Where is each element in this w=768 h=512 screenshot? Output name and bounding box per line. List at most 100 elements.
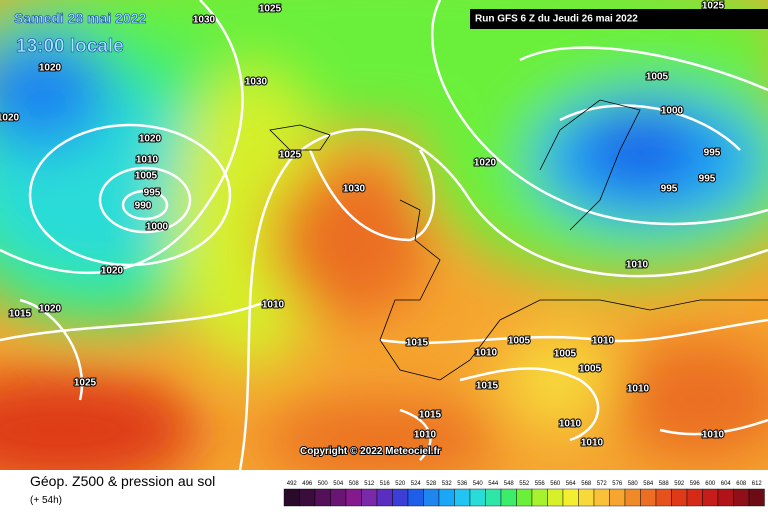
colorbar-label: 528 xyxy=(426,481,437,487)
isobar-label: 1010 xyxy=(414,430,437,441)
colorbar-label: 604 xyxy=(721,481,732,487)
colorbar-label: 576 xyxy=(612,481,623,487)
colorbar-swatch xyxy=(686,488,703,507)
colorbar-swatch xyxy=(640,488,657,507)
isobar-label: 1030 xyxy=(245,77,268,88)
colorbar-label: 540 xyxy=(473,481,484,487)
colorbar-label: 536 xyxy=(457,481,468,487)
colorbar-label: 524 xyxy=(411,481,422,487)
isobar-label: 1010 xyxy=(592,336,615,347)
isobar-label: 1020 xyxy=(0,113,20,124)
isobar-label: 1015 xyxy=(9,309,32,320)
isobar-label: 1010 xyxy=(136,155,159,166)
colorbar-swatch xyxy=(345,488,362,507)
colorbar-swatch xyxy=(469,488,486,507)
colorbar-label: 508 xyxy=(349,481,360,487)
colorbar-label: 492 xyxy=(287,481,298,487)
isobar-label: 1020 xyxy=(39,304,62,315)
colorbar-swatch xyxy=(609,488,626,507)
run-box xyxy=(470,9,768,29)
isobar-label: 1020 xyxy=(139,134,162,145)
isobar-label: 1015 xyxy=(419,410,442,421)
isobar-label: 1000 xyxy=(661,106,684,117)
colorbar-label: 520 xyxy=(395,481,406,487)
colorbar-label: 516 xyxy=(380,481,391,487)
field xyxy=(0,0,768,470)
isobar-label: 1025 xyxy=(702,1,725,12)
isobar-label: 1005 xyxy=(646,72,669,83)
run-label: Run GFS 6 Z du Jeudi 26 mai 2022 xyxy=(475,14,638,25)
colorbar-swatch xyxy=(717,488,734,507)
colorbar-label: 612 xyxy=(752,481,763,487)
colorbar-swatch xyxy=(361,488,378,507)
isobar-label: 990 xyxy=(135,201,152,212)
colorbar-swatch xyxy=(407,488,424,507)
colorbar-swatch xyxy=(578,488,595,507)
colorbar-swatch xyxy=(671,488,688,507)
colorbar-label: 580 xyxy=(628,481,639,487)
colorbar-label: 568 xyxy=(581,481,592,487)
isobar-label: 1010 xyxy=(702,430,725,441)
isobar-label: 1010 xyxy=(627,384,650,395)
colorbar-swatch xyxy=(330,488,347,507)
isobar-label: 1010 xyxy=(475,348,498,359)
isobar-label: 1025 xyxy=(259,4,282,15)
colorbar-swatch xyxy=(376,488,393,507)
date-label: Samedi 28 mai 2022 xyxy=(14,10,147,26)
colorbar-swatch xyxy=(438,488,455,507)
footer-title: Géop. Z500 & pression au sol xyxy=(30,473,215,489)
colorbar-label: 544 xyxy=(488,481,499,487)
isobar-label: 1010 xyxy=(559,419,582,430)
isobar-label: 1005 xyxy=(554,349,577,360)
isobar-label: 1010 xyxy=(262,300,285,311)
colorbar-swatch xyxy=(454,488,471,507)
isobar-label: 1020 xyxy=(474,158,497,169)
colorbar-swatch xyxy=(423,488,440,507)
colorbar-swatch xyxy=(516,488,533,507)
colorbar-label: 564 xyxy=(566,481,577,487)
isobar-label: 1030 xyxy=(193,15,216,26)
colorbar-label: 608 xyxy=(736,481,747,487)
isobar-label: 1020 xyxy=(101,266,124,277)
colorbar-label: 532 xyxy=(442,481,453,487)
colorbar-label: 584 xyxy=(643,481,654,487)
colorbar-swatch xyxy=(593,488,610,507)
isobar-label: 995 xyxy=(704,148,721,159)
colorbar-label: 552 xyxy=(519,481,530,487)
colorbar-swatch xyxy=(547,488,564,507)
colorbar-swatch xyxy=(485,488,502,507)
colorbar-swatch xyxy=(624,488,641,507)
colorbar-label: 512 xyxy=(364,481,375,487)
isobar-label: 1005 xyxy=(135,171,158,182)
isobar-label: 1020 xyxy=(39,63,62,74)
colorbar-label: 500 xyxy=(318,481,329,487)
colorbar-swatch xyxy=(392,488,409,507)
isobar-label: 1010 xyxy=(581,438,604,449)
isobar-label: 1025 xyxy=(74,378,97,389)
copyright: Copyright © 2022 Meteociel.fr xyxy=(300,446,441,457)
colorbar-swatch xyxy=(702,488,719,507)
colorbar-swatch xyxy=(531,488,548,507)
colorbar-label: 496 xyxy=(302,481,313,487)
isobar-label: 1005 xyxy=(508,336,531,347)
colorbar-label: 504 xyxy=(333,481,344,487)
colorbar-label: 572 xyxy=(597,481,608,487)
isobar-label: 1010 xyxy=(626,260,649,271)
time-label: 13:00 locale xyxy=(16,36,124,57)
colorbar-swatch xyxy=(562,488,579,507)
isobar-label: 1005 xyxy=(579,364,602,375)
colorbar-label: 548 xyxy=(504,481,515,487)
isobar-label: 995 xyxy=(144,188,161,199)
isobar-label: 995 xyxy=(661,184,678,195)
colorbar-swatch xyxy=(748,488,765,507)
colorbar-label: 588 xyxy=(659,481,670,487)
colorbar-label: 560 xyxy=(550,481,561,487)
colorbar-swatch xyxy=(655,488,672,507)
colorbar-label: 592 xyxy=(674,481,685,487)
colorbar-label: 600 xyxy=(705,481,716,487)
colorbar-swatch xyxy=(314,488,331,507)
colorbar-swatch xyxy=(299,488,316,507)
isobar-label: 1030 xyxy=(343,184,366,195)
isobar-label: 1015 xyxy=(476,381,499,392)
